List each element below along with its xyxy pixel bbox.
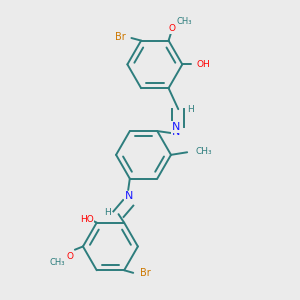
Text: O: O [66,252,73,261]
Text: HO: HO [80,215,94,224]
Text: CH₃: CH₃ [177,17,192,26]
Text: OH: OH [197,60,211,69]
Text: CH₃: CH₃ [50,258,65,267]
Text: O: O [168,24,175,33]
Text: H: H [187,105,194,114]
Text: Br: Br [115,32,126,42]
Text: H: H [104,208,110,217]
Text: CH₃: CH₃ [195,147,212,156]
Text: N: N [172,127,181,137]
Text: Br: Br [140,268,151,278]
Text: N: N [172,122,180,132]
Text: N: N [125,191,133,201]
